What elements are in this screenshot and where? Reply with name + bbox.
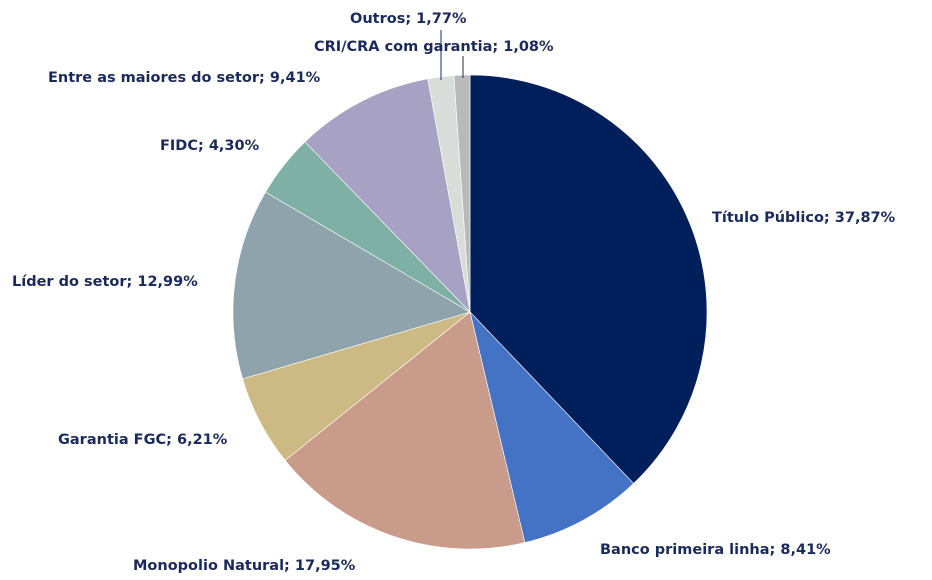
slice-label: Título Público; 37,87% [712,210,896,226]
slice-label: FIDC; 4,30% [160,138,260,154]
pie-slice [284,311,526,550]
slice-label: Monopolio Natural; 17,95% [133,558,356,574]
pie-slice [469,310,635,543]
pie-slice [304,78,471,313]
slice-label: Entre as maiores do setor; 9,41% [48,70,321,86]
slice-label: Banco primeira linha; 8,41% [600,542,831,558]
slice-label: Líder do setor; 12,99% [12,274,198,290]
slice-label: Garantia FGC; 6,21% [58,432,228,448]
pie-slice [469,74,708,484]
pie-slice [453,74,471,313]
slice-label: CRI/CRA com garantia; 1,08% [314,39,554,55]
pie-slice [232,191,471,380]
slice-label: Outros; 1,77% [350,11,467,27]
